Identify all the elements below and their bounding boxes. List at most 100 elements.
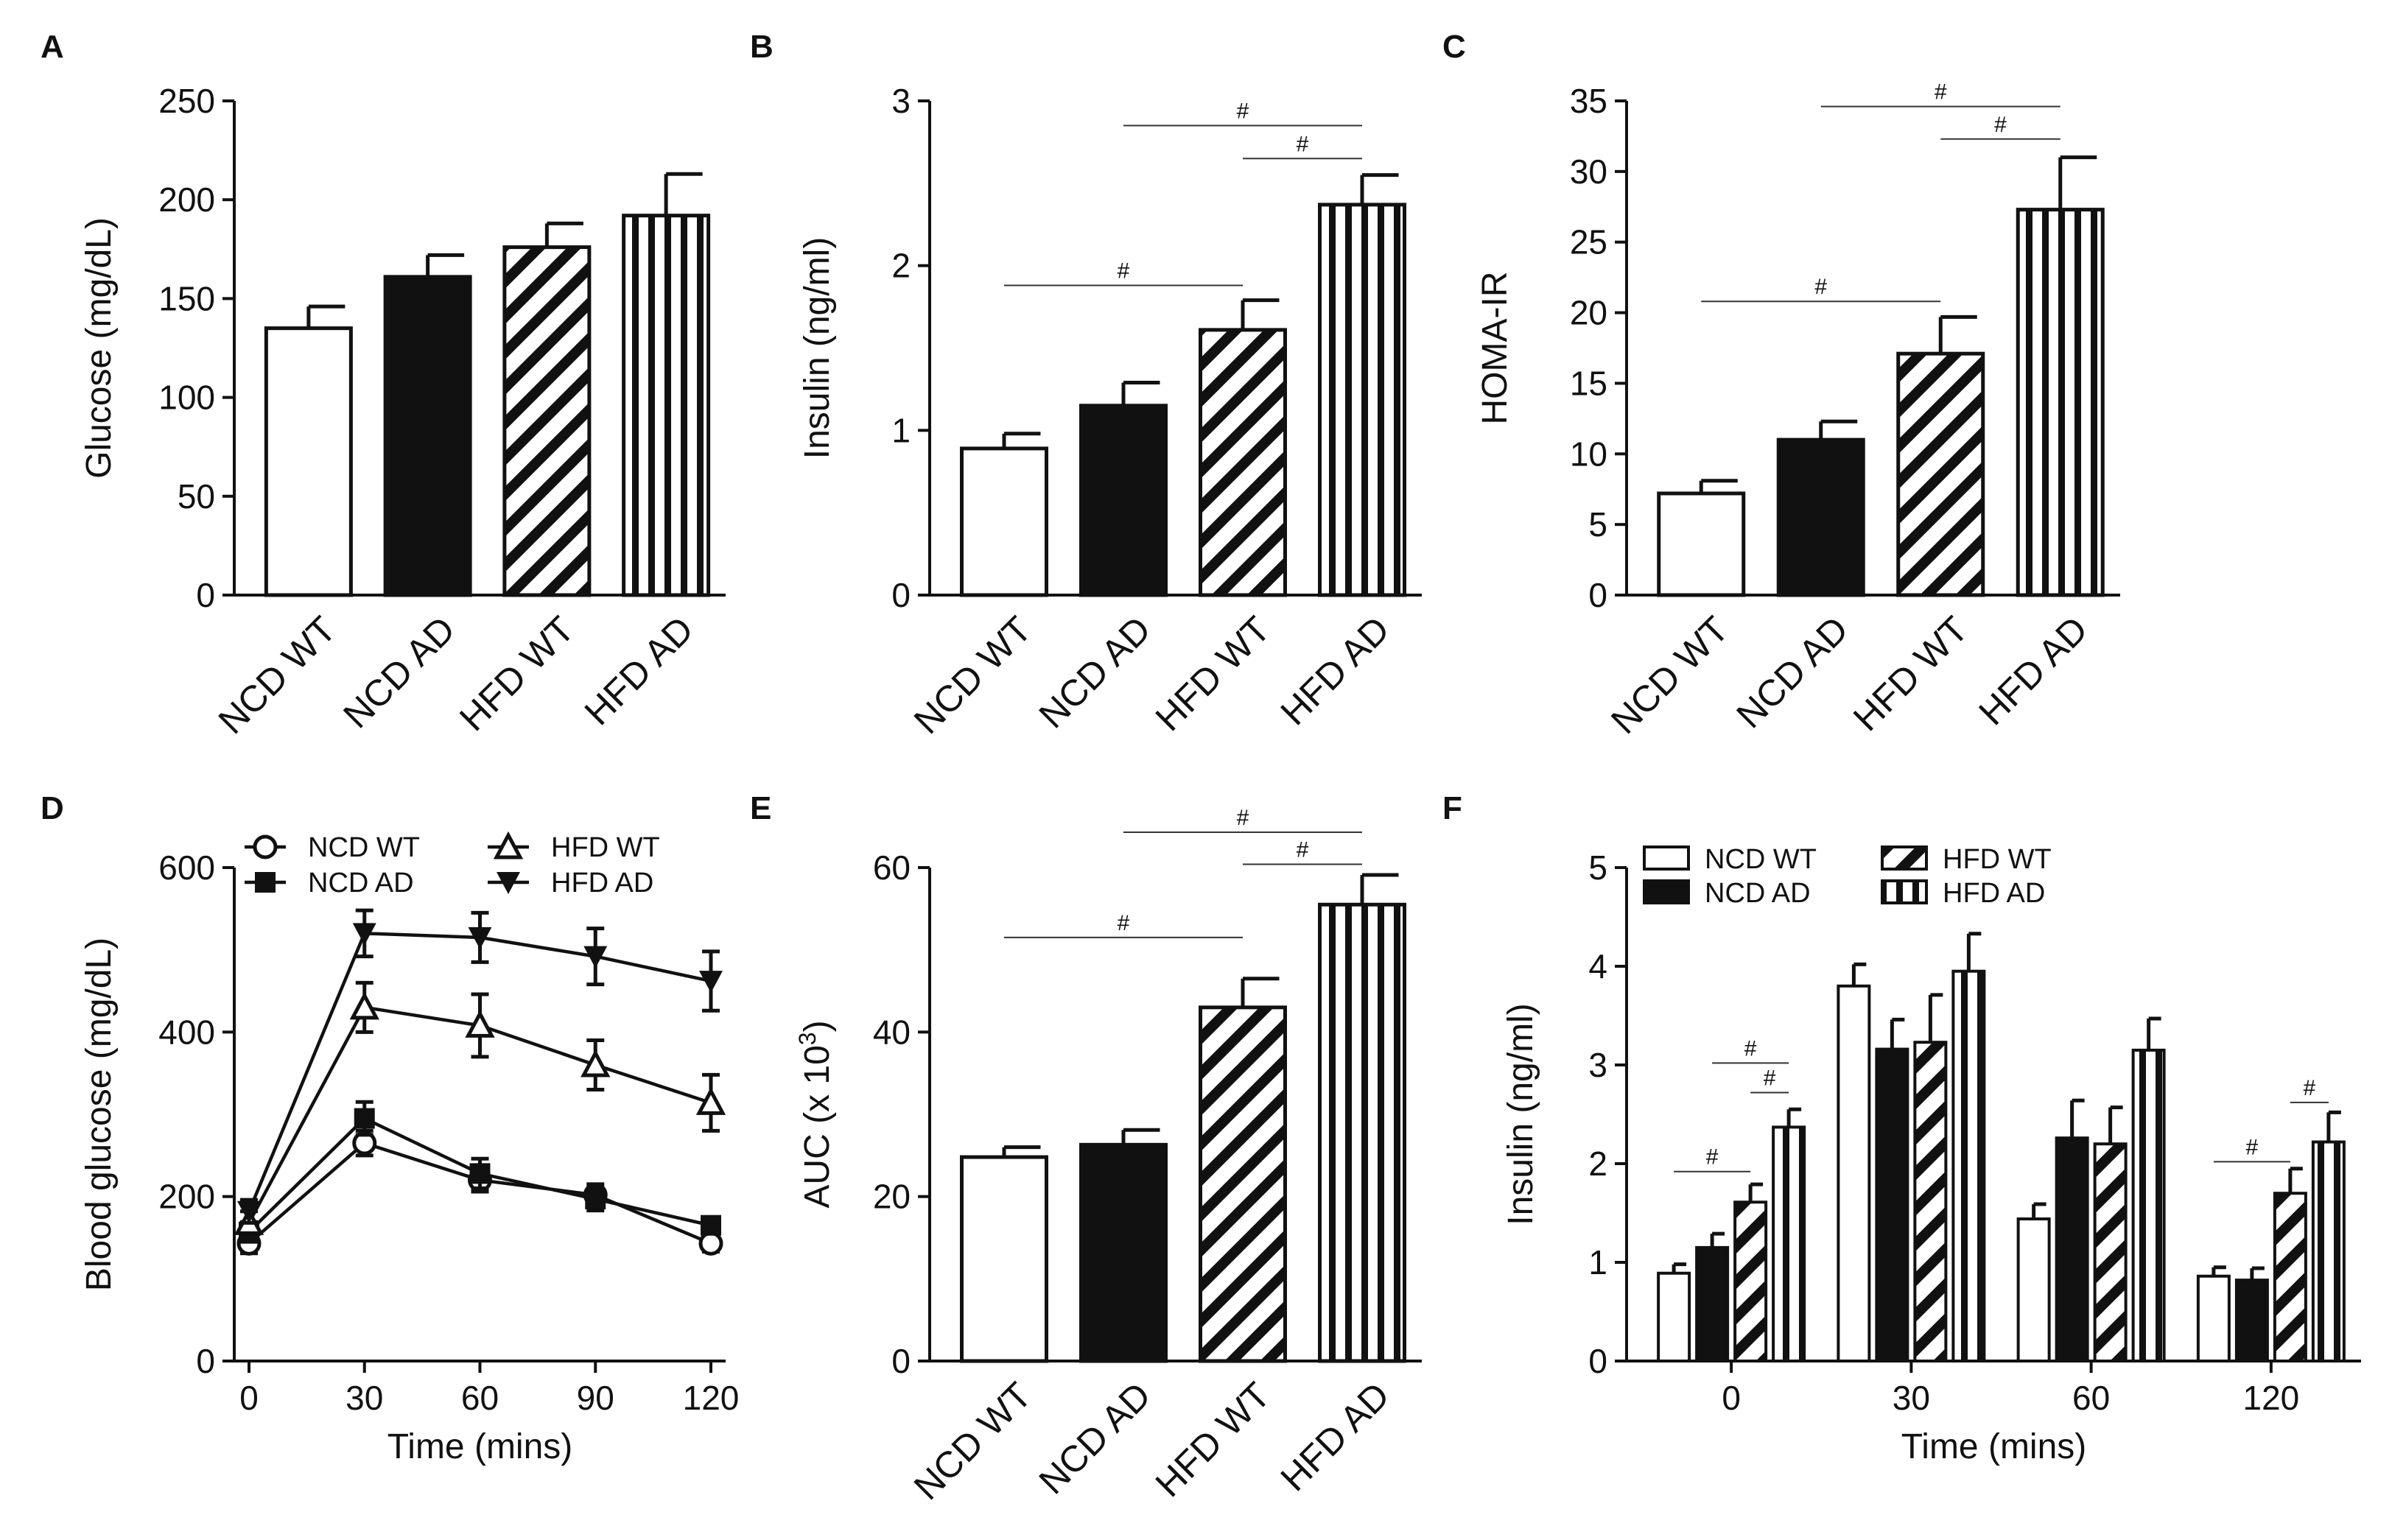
y-axis-label-end: ) xyxy=(798,1020,837,1032)
y-tick-label: 1 xyxy=(891,411,911,449)
legend-swatch xyxy=(1643,879,1690,904)
bar-ncd-wt xyxy=(1837,984,1871,1363)
data-point xyxy=(698,1231,723,1256)
significance-marker: # xyxy=(1297,838,1309,862)
x-category-label: HFD WT xyxy=(452,608,582,739)
x-category-label: NCD AD xyxy=(1031,608,1159,736)
x-category-label: HFD WT xyxy=(1148,1374,1278,1505)
x-category-label: HFD AD xyxy=(1273,608,1397,733)
legend-marker xyxy=(253,834,278,859)
legend-label: HFD AD xyxy=(1943,878,2045,909)
legend-label: HFD AD xyxy=(551,868,653,899)
y-tick-label: 60 xyxy=(873,848,911,887)
legend-label: NCD AD xyxy=(1705,878,1811,909)
legend-item: NCD WT xyxy=(1643,844,1817,875)
x-tick-label: 60 xyxy=(461,1379,499,1417)
significance-marker: # xyxy=(1237,99,1249,124)
legend-item: NCD AD xyxy=(245,868,414,899)
data-point xyxy=(237,1200,261,1223)
bar-ncd-ad xyxy=(1875,1047,1909,1363)
y-tick-label: 10 xyxy=(1570,435,1607,473)
significance-marker: # xyxy=(1237,806,1249,830)
data-point xyxy=(695,1087,726,1115)
legend-item: NCD WT xyxy=(245,832,420,863)
y-tick-label: 2 xyxy=(891,247,911,285)
y-tick-label: 200 xyxy=(158,180,215,219)
y-axis-label: Glucose (mg/dL) xyxy=(80,217,119,479)
bar-hfd-ad xyxy=(2016,208,2105,597)
x-tick-label: 60 xyxy=(2072,1379,2110,1417)
y-tick-label: 40 xyxy=(873,1013,911,1051)
x-tick-label: 90 xyxy=(577,1379,614,1417)
significance-marker: # xyxy=(1764,1066,1776,1091)
panel-label-c: C xyxy=(1442,29,1466,65)
bar-hfd-wt xyxy=(1896,351,1985,597)
significance-marker: # xyxy=(1118,911,1130,935)
panel-label-b: B xyxy=(750,29,774,65)
y-tick-label: 50 xyxy=(178,477,215,516)
data-point xyxy=(469,1163,491,1184)
x-category-label: NCD AD xyxy=(1031,1374,1159,1502)
legend-item: HFD AD xyxy=(488,868,653,899)
y-tick-label: 0 xyxy=(196,1342,215,1380)
x-category-label: NCD WT xyxy=(211,608,344,742)
panel-d-plot: 0 200 400 600 Blood glucose (mg/dL) 0 30 60 90 12… xyxy=(80,831,739,1466)
y-tick-label: 200 xyxy=(158,1178,215,1216)
x-axis-label: Time (mins) xyxy=(1901,1427,2087,1466)
bar-ncd-wt xyxy=(264,326,353,597)
series-hfd-ad xyxy=(237,908,723,1225)
legend-swatch xyxy=(1881,879,1928,904)
y-tick-label: 0 xyxy=(1588,1342,1607,1380)
bar-ncd-wt xyxy=(2196,1274,2231,1363)
series-ncd-ad xyxy=(239,1100,721,1244)
bar-ncd-ad xyxy=(1695,1245,1730,1363)
bar-hfd-ad xyxy=(1772,1125,1806,1363)
data-point xyxy=(585,1189,606,1210)
panel-f: F 0 1 2 3 4 5 Insulin (ng/ml) 0 30 60 120 Time (min… xyxy=(1442,790,2361,1466)
significance-marker: # xyxy=(1744,1036,1757,1061)
x-category-label: HFD AD xyxy=(1971,608,2095,733)
bar-hfd-ad xyxy=(1318,203,1406,597)
bar-hfd-ad xyxy=(2131,1048,2166,1363)
data-point xyxy=(465,1010,495,1038)
bar-ncd-ad xyxy=(1776,437,1865,597)
bar-hfd-wt xyxy=(1733,1200,1768,1363)
bar-ncd-wt xyxy=(960,446,1048,597)
y-tick-label: 20 xyxy=(873,1178,911,1216)
data-point xyxy=(352,923,376,946)
bar-hfd-wt xyxy=(2093,1142,2128,1363)
data-point xyxy=(349,991,379,1020)
y-tick-label: 0 xyxy=(196,576,215,614)
y-axis-label-superscript: 3 xyxy=(794,1032,821,1045)
data-point xyxy=(354,1108,375,1129)
y-tick-label: 20 xyxy=(1570,294,1607,332)
bar-hfd-wt xyxy=(502,245,592,597)
legend-label: NCD WT xyxy=(1705,844,1817,875)
data-point xyxy=(468,927,492,949)
bar-hfd-wt xyxy=(2273,1192,2307,1363)
y-tick-label: 35 xyxy=(1570,82,1607,120)
legend-label: HFD WT xyxy=(1943,844,2052,875)
x-category-label: HFD AD xyxy=(1273,1374,1397,1499)
y-tick-label: 400 xyxy=(158,1013,215,1051)
y-tick-label: 600 xyxy=(158,848,215,887)
x-category-label: NCD AD xyxy=(1728,608,1856,736)
bar-hfd-ad xyxy=(1951,969,1986,1363)
bar-hfd-ad xyxy=(2311,1140,2346,1363)
x-tick-label: 30 xyxy=(1893,1379,1930,1417)
x-category-label: HFD WT xyxy=(1148,608,1278,739)
legend-item: HFD WT xyxy=(1881,844,2052,875)
series-ncd-wt xyxy=(236,1128,723,1256)
legend-item: HFD WT xyxy=(488,831,660,863)
x-tick-label: 30 xyxy=(346,1379,383,1417)
bar-hfd-wt xyxy=(1199,1005,1287,1363)
bar-ncd-wt xyxy=(1657,1271,1691,1363)
y-tick-label: 0 xyxy=(891,576,911,614)
legend: NCD WT NCD AD HFD WT HFD AD xyxy=(245,831,660,899)
legend-marker xyxy=(255,872,276,893)
